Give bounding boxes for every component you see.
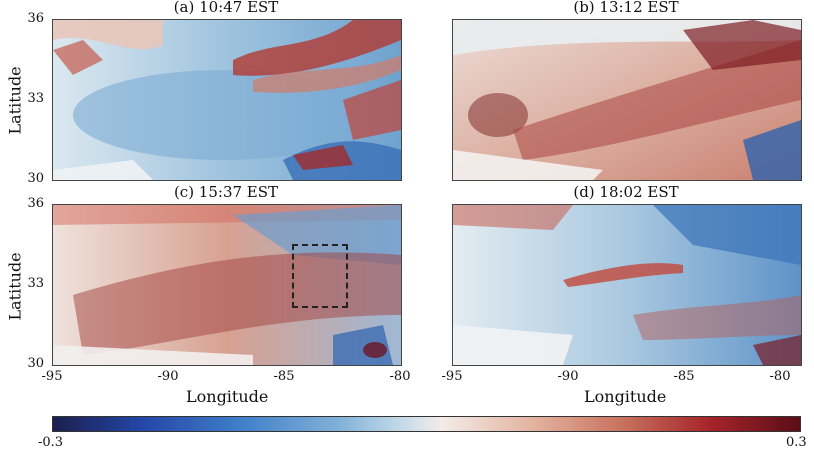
zoom-region-box	[292, 244, 348, 308]
xlabel-left: Longitude	[186, 387, 269, 406]
xtick-left-85: -85	[273, 369, 295, 384]
panel-b-image	[453, 20, 801, 180]
panel-a-title: (a) 10:47 EST	[173, 0, 279, 16]
xtick-right-95: -95	[441, 369, 463, 384]
panel-a-image	[53, 20, 401, 180]
xtick-right-85: -85	[673, 369, 695, 384]
panel-b-map	[452, 19, 802, 181]
colorbar-min-label: -0.3	[38, 435, 64, 450]
ytick-bottom-33: 33	[27, 276, 44, 291]
ytick-bottom-36: 36	[27, 196, 44, 211]
colorbar-max-label: 0.3	[786, 435, 807, 450]
xlabel-right: Longitude	[584, 387, 667, 406]
panel-d-map	[452, 204, 802, 366]
panel-c-image	[53, 205, 401, 365]
xtick-right-90: -90	[557, 369, 579, 384]
ytick-top-33: 33	[27, 91, 44, 106]
panel-c-map	[52, 204, 402, 366]
xtick-left-80: -80	[389, 369, 411, 384]
panel-c-title: (c) 15:37 EST	[173, 183, 279, 201]
colorbar	[52, 416, 801, 432]
ytick-top-36: 36	[27, 11, 44, 26]
xtick-right-80: -80	[769, 369, 791, 384]
xtick-left-90: -90	[157, 369, 179, 384]
xtick-left-95: -95	[41, 369, 63, 384]
panel-a-map	[52, 19, 402, 181]
panel-b-title: (b) 13:12 EST	[573, 0, 679, 16]
ytick-bottom-30: 30	[27, 356, 44, 371]
panel-d-title: (d) 18:02 EST	[573, 183, 679, 201]
panel-d-image	[453, 205, 801, 365]
ytick-top-30: 30	[27, 171, 44, 186]
